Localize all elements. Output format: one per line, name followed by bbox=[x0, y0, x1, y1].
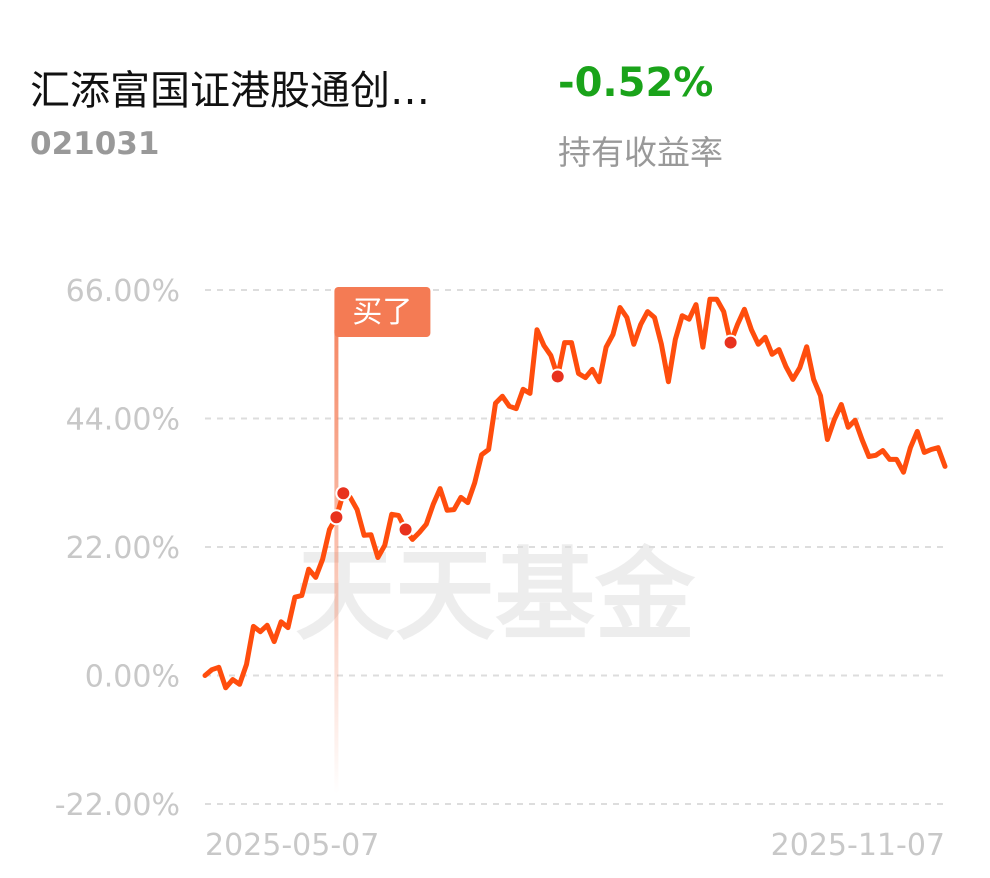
fund-code: 021031 bbox=[30, 126, 160, 162]
return-label: 持有收益率 bbox=[558, 133, 723, 172]
buy-line bbox=[334, 330, 339, 794]
y-tick-label: 66.00% bbox=[66, 274, 180, 309]
buy-marker bbox=[328, 509, 345, 526]
x-tick-label: 2025-11-07 bbox=[771, 828, 945, 863]
y-tick-label: 22.00% bbox=[66, 531, 180, 566]
y-tick-label: 44.00% bbox=[66, 403, 180, 438]
return-value: -0.52% bbox=[558, 60, 714, 106]
y-tick-label: -22.00% bbox=[55, 788, 180, 823]
buy-marker bbox=[397, 521, 414, 538]
fund-name: 汇添富国证港股通创… bbox=[30, 68, 430, 114]
watermark: 天天基金 bbox=[295, 537, 696, 654]
x-tick-label: 2025-05-07 bbox=[205, 828, 379, 863]
line bbox=[202, 296, 948, 691]
buy-marker bbox=[549, 368, 566, 385]
buy-marker bbox=[722, 334, 739, 351]
y-tick-label: 0.00% bbox=[85, 660, 180, 695]
buy-tag bbox=[334, 287, 431, 337]
buy-tag-text: 买了 bbox=[352, 295, 412, 330]
buy-marker bbox=[335, 485, 352, 502]
